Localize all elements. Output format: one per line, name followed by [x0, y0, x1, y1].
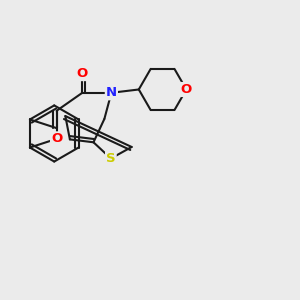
Text: O: O: [77, 67, 88, 80]
Text: O: O: [181, 83, 192, 96]
Text: N: N: [106, 86, 117, 99]
Text: S: S: [106, 152, 116, 165]
Text: O: O: [51, 132, 62, 145]
